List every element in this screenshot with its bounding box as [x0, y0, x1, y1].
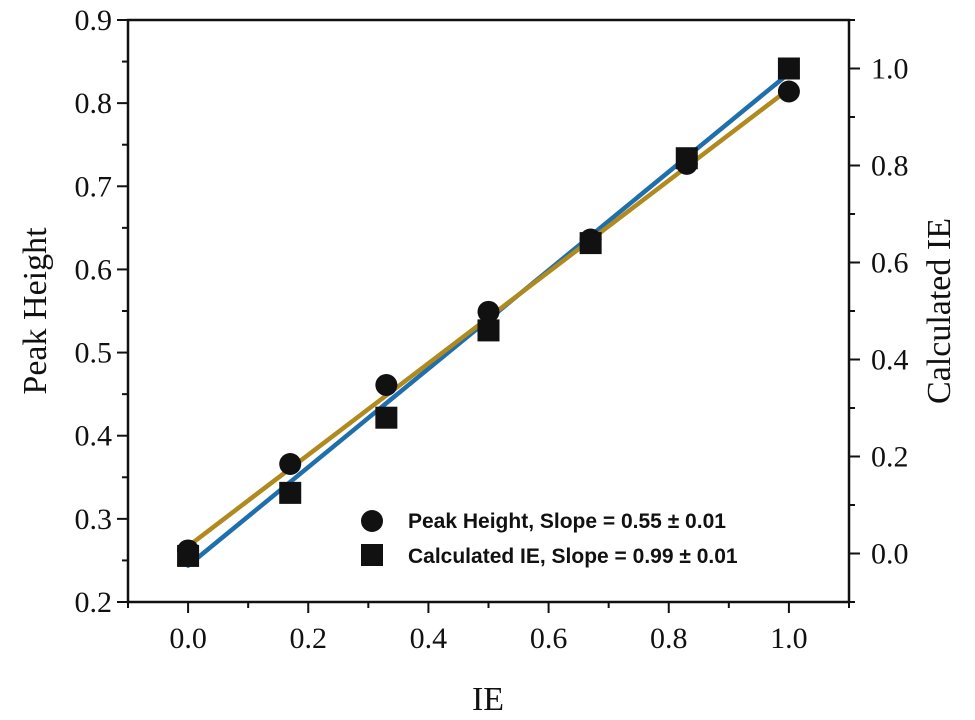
point-peak-height	[777, 80, 800, 103]
x-tick-label: 0.0	[169, 622, 207, 655]
x-tick-label: 0.4	[410, 622, 448, 655]
y2-tick-label: 1.0	[871, 53, 909, 86]
point-calculated-ie	[279, 481, 302, 504]
data-points	[177, 57, 800, 567]
axis-ticks: 0.0 0.2 0.4 0.6 0.8 1.0 0.2 0.3 0.4 0.5 0.6 0.7 0.8 0…	[75, 4, 909, 655]
y-tick-label: 0.9	[75, 4, 113, 37]
y-axis-title: Peak Height	[17, 227, 54, 395]
point-calculated-ie	[375, 406, 398, 429]
x-tick-label: 0.2	[290, 622, 328, 655]
y2-tick-label: 0.2	[871, 441, 909, 474]
y-tick-label: 0.7	[75, 170, 113, 203]
y2-tick-label: 0.0	[871, 538, 909, 571]
y-tick-label: 0.6	[75, 253, 113, 286]
y2-tick-label: 0.6	[871, 247, 909, 280]
legend-marker-circle	[361, 510, 383, 532]
point-calculated-ie	[579, 232, 602, 255]
y-tick-label: 0.3	[75, 503, 113, 536]
y-tick-label: 0.4	[75, 420, 113, 453]
legend-marker-square	[361, 544, 383, 566]
y2-tick-label: 0.8	[871, 150, 909, 183]
point-peak-height	[279, 452, 302, 475]
legend-label-calculated-ie: Calculated IE, Slope = 0.99 ± 0.01	[408, 545, 738, 568]
legend-label-peak-height: Peak Height, Slope = 0.55 ± 0.01	[408, 510, 726, 533]
point-calculated-ie	[675, 147, 698, 170]
legend: Peak Height, Slope = 0.55 ± 0.01 Calcula…	[361, 510, 738, 568]
point-calculated-ie	[177, 544, 200, 567]
x-tick-label: 1.0	[770, 622, 808, 655]
point-calculated-ie	[777, 57, 800, 80]
y2-axis-title: Calculated IE	[921, 218, 958, 404]
x-axis-title: IE	[472, 681, 504, 718]
y-tick-label: 0.2	[75, 586, 113, 619]
y-tick-label: 0.5	[75, 337, 113, 370]
point-peak-height	[375, 373, 398, 396]
point-peak-height	[477, 300, 500, 323]
point-calculated-ie	[477, 319, 500, 342]
x-tick-label: 0.8	[650, 622, 688, 655]
y-tick-label: 0.8	[75, 87, 113, 120]
y2-tick-label: 0.4	[871, 344, 909, 377]
x-tick-label: 0.6	[530, 622, 568, 655]
